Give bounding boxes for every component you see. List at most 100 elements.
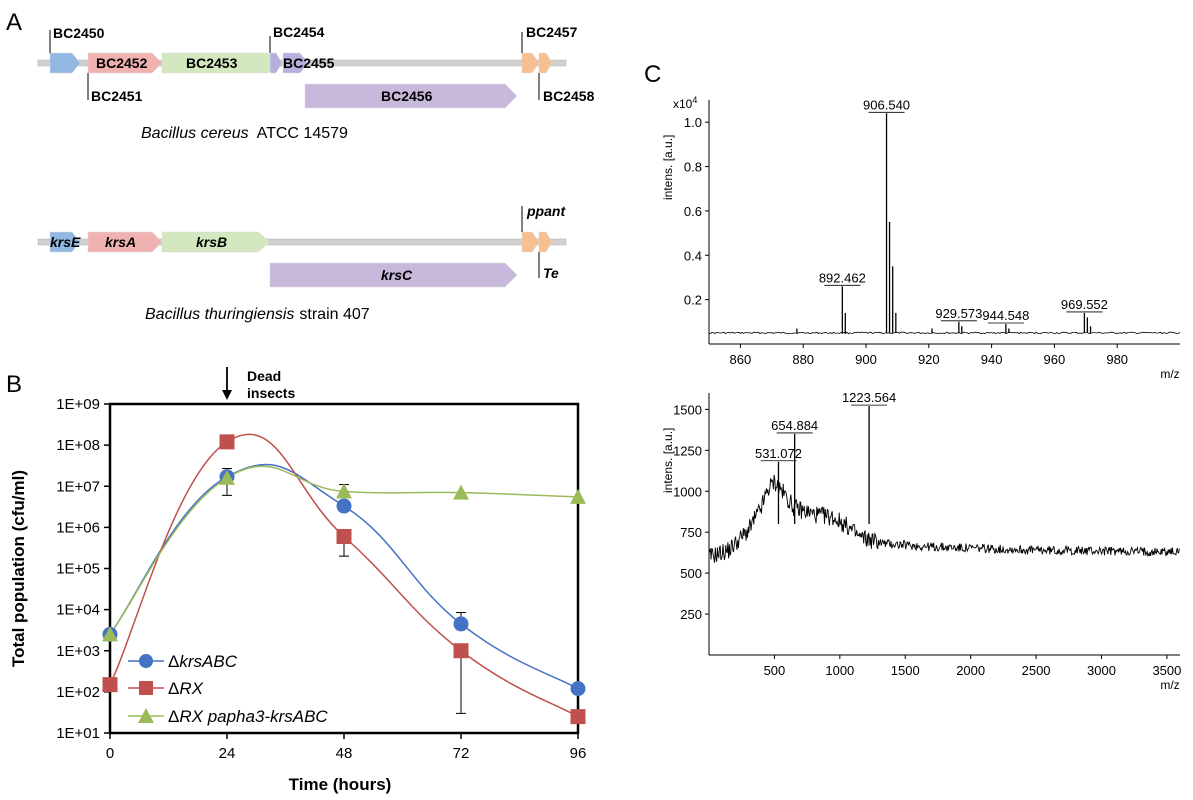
x-tick-label: 0 <box>106 745 114 762</box>
x-axis-title: m/z <box>1160 678 1179 692</box>
gene-arrow-bc2457 <box>521 52 540 74</box>
x-tick-label: 24 <box>219 745 236 762</box>
gene-label-bc2454: BC2454 <box>273 24 325 40</box>
marker-square <box>102 677 118 693</box>
annotation-line-1: Dead <box>247 368 281 384</box>
operon-2-backbone <box>37 238 567 246</box>
x-tick-label: 72 <box>453 745 470 762</box>
legend-marker-square <box>139 681 153 695</box>
gene-label-bc2456: BC2456 <box>381 88 433 104</box>
y-tick-label: 1500 <box>673 402 702 417</box>
gene-label-krse: krsE <box>50 234 81 250</box>
operon-2-species: Bacillus thuringiensis <box>145 306 294 323</box>
gene-arrow-krsb <box>161 231 271 253</box>
y-tick-label: 1E+08 <box>56 437 100 454</box>
gene-arrow-krsa <box>87 231 163 253</box>
panel-label-b: B <box>6 371 22 398</box>
gene-arrow-ppant <box>521 231 540 253</box>
x-tick-label: 500 <box>764 663 786 678</box>
peak-label: 969.552 <box>1061 297 1108 312</box>
y-scale-multiplier: x104 <box>673 95 697 111</box>
x-tick-label: 900 <box>855 352 877 367</box>
marker-circle <box>570 681 586 697</box>
x-tick-label: 920 <box>918 352 940 367</box>
x-tick-label: 3500 <box>1152 663 1181 678</box>
y-tick-label: 1E+04 <box>56 602 100 619</box>
series-line-2 <box>109 465 579 635</box>
gene-arrow-krse <box>49 231 81 253</box>
y-tick-label: 1E+09 <box>56 396 100 413</box>
gene-label-bc2451: BC2451 <box>91 88 143 104</box>
marker-circle <box>336 498 352 514</box>
y-tick-label: 250 <box>680 607 702 622</box>
annotation-line-2: insects <box>247 385 295 401</box>
operon-1-species: Bacillus cereus <box>141 125 249 142</box>
marker-square <box>219 434 235 450</box>
x-tick-label: 3000 <box>1087 663 1116 678</box>
series-line-1 <box>109 433 579 718</box>
y-tick-label: 0.8 <box>684 160 702 175</box>
gene-label-bc2453: BC2453 <box>186 55 238 71</box>
marker-triangle <box>102 626 118 642</box>
y-tick-label: 1000 <box>673 484 702 499</box>
operon-2: krsE krsA krsB krsC ppant Te Bacillus th… <box>37 203 567 323</box>
legend-label: ΔRX <box>168 679 204 698</box>
legend-marker-circle <box>139 654 153 668</box>
gene-arrow-bc2454 <box>269 52 283 74</box>
x-axis-title: Time (hours) <box>289 775 392 794</box>
y-tick-label: 0.4 <box>684 248 702 263</box>
peak-label: 929.573 <box>935 306 982 321</box>
marker-square <box>570 709 586 725</box>
panel-label-c: C <box>644 61 661 88</box>
marker-triangle <box>336 483 352 499</box>
y-tick-label: 1E+05 <box>56 561 100 578</box>
x-tick-label: 2500 <box>1022 663 1051 678</box>
x-tick-label: 960 <box>1044 352 1066 367</box>
legend-label: ΔRX papha3-krsABC <box>168 707 328 726</box>
marker-triangle <box>570 488 586 504</box>
gene-label-ppant: ppant <box>526 203 566 219</box>
x-tick-label: 1500 <box>891 663 920 678</box>
y-tick-label: 1250 <box>673 443 702 458</box>
x-axis-title: m/z <box>1160 367 1179 381</box>
marker-square <box>336 528 352 544</box>
y-tick-label: 1.0 <box>684 115 702 130</box>
y-tick-label: 1E+02 <box>56 684 100 701</box>
gene-label-te: Te <box>543 265 559 281</box>
x-tick-label: 980 <box>1106 352 1128 367</box>
spectrum-top: 0.2 0.4 0.6 0.8 1.0 860 880 900 920 940 960 980 m/z i… <box>661 95 1181 381</box>
y-tick-label: 1E+03 <box>56 643 100 660</box>
x-tick-label: 1000 <box>825 663 854 678</box>
x-tick-label: 96 <box>570 745 587 762</box>
x-tick-label: 880 <box>792 352 814 367</box>
marker-square <box>453 643 469 659</box>
gene-label-bc2458: BC2458 <box>543 88 595 104</box>
operon-2-strain: strain 407 <box>299 306 369 323</box>
x-tick-label: 48 <box>336 745 353 762</box>
panel-label-a: A <box>6 9 22 36</box>
peak-label: 654.884 <box>771 418 818 433</box>
spectrum-trace <box>708 474 1180 563</box>
spectrum-bottom: 250 500 750 1000 1250 1500 500 1000 1500 2000 2500… <box>661 390 1181 692</box>
gene-label-bc2455: BC2455 <box>283 55 335 71</box>
operon-1-caption: Bacillus cereus ATCC 14579 <box>141 125 348 142</box>
y-axis-title: intens. [a.u.] <box>661 428 675 493</box>
operon-1-strain: ATCC 14579 <box>257 125 348 142</box>
gene-arrow-bc2458 <box>538 52 553 74</box>
marker-triangle <box>453 484 469 500</box>
gene-arrow-bc2450 <box>49 52 81 74</box>
gene-arrow-bc2452 <box>87 52 163 74</box>
y-tick-label: 1E+06 <box>56 519 100 536</box>
peak-label: 944.548 <box>982 308 1029 323</box>
x-tick-label: 940 <box>981 352 1003 367</box>
gene-label-krsa: krsA <box>105 234 136 250</box>
gene-label-bc2452: BC2452 <box>96 55 148 71</box>
gene-label-krsc: krsC <box>381 267 413 283</box>
operon-2-caption: Bacillus thuringiensis strain 407 <box>145 306 370 323</box>
peak-label: 1223.564 <box>842 390 896 405</box>
x-tick-label: 2000 <box>956 663 985 678</box>
operon-1: BC2450 BC2451 BC2452 BC2453 BC2454 BC245… <box>37 24 595 142</box>
gene-label-krsb: krsB <box>196 234 227 250</box>
y-tick-label: 0.2 <box>684 293 702 308</box>
